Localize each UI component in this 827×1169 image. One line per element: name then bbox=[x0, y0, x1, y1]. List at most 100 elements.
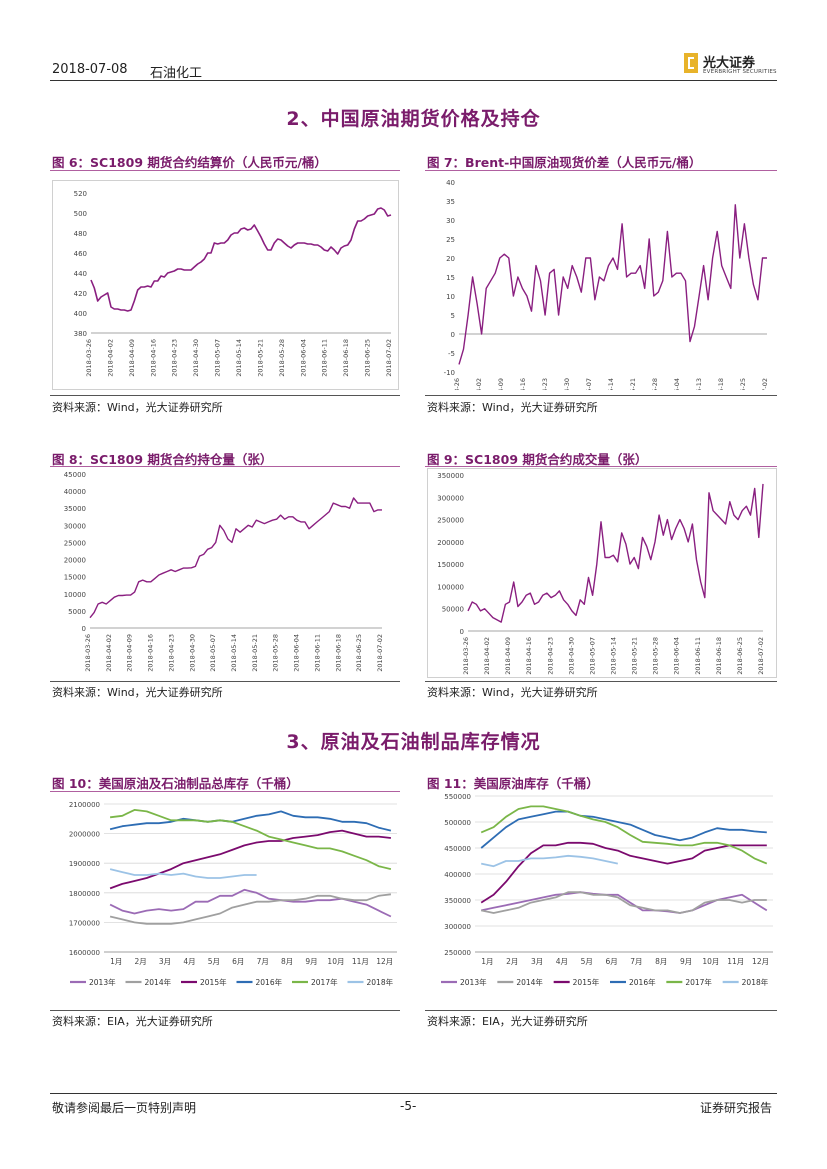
x-tick-label: 2018-04-23 bbox=[171, 339, 179, 377]
y-tick-label: 35000 bbox=[64, 505, 86, 513]
y-tick-label: 5 bbox=[451, 312, 455, 320]
figure-8-source: 资料来源：Wind，光大证券研究所 bbox=[52, 686, 223, 699]
y-tick-label: 2000000 bbox=[69, 831, 100, 839]
legend-label: 2018年 bbox=[367, 977, 394, 987]
x-tick-label: 6月 bbox=[232, 957, 244, 966]
y-tick-label: 1900000 bbox=[69, 860, 100, 868]
figure-7-title: 图 7：Brent-中国原油现货价差（人民币元/桶） bbox=[427, 155, 702, 170]
x-tick-label: 2018-05-07 bbox=[588, 637, 596, 675]
x-tick-label: 2018-07-02 bbox=[761, 378, 769, 390]
x-tick-label: 2018-06-04 bbox=[673, 637, 681, 675]
section-2-title: 2、中国原油期货价格及持仓 bbox=[286, 108, 541, 130]
figure-6-title: 图 6：SC1809 期货合约结算价（人民币元/桶） bbox=[52, 155, 327, 170]
x-tick-label: 11月 bbox=[352, 957, 369, 966]
x-tick-label: 11月 bbox=[727, 957, 744, 966]
x-tick-label: 2018-06-11 bbox=[321, 339, 329, 377]
x-tick-label: 2018-05-21 bbox=[251, 634, 259, 672]
y-tick-label: 25000 bbox=[64, 539, 86, 547]
x-tick-label: 2018-06-18 bbox=[715, 637, 723, 675]
footer-rule bbox=[50, 1093, 777, 1094]
figure-8-title: 图 8：SC1809 期货合约持仓量（张） bbox=[52, 452, 273, 467]
x-tick-label: 10月 bbox=[327, 957, 344, 966]
figure-11-source: 资料来源：EIA，光大证券研究所 bbox=[427, 1015, 588, 1028]
y-tick-label: 420 bbox=[74, 290, 87, 298]
legend-label: 2015年 bbox=[200, 977, 227, 987]
y-tick-label: 480 bbox=[74, 230, 87, 238]
x-tick-label: 2月 bbox=[134, 957, 146, 966]
x-tick-label: 2018-05-28 bbox=[278, 339, 286, 377]
figure-9-source: 资料来源：Wind，光大证券研究所 bbox=[427, 686, 598, 699]
y-tick-label: 550000 bbox=[444, 793, 471, 801]
y-tick-label: 35 bbox=[446, 198, 455, 206]
x-tick-label: 2018-04-02 bbox=[483, 637, 491, 675]
series-line-f11 bbox=[480, 810, 767, 849]
x-tick-label: 2018-05-21 bbox=[629, 378, 637, 390]
y-tick-label: 0 bbox=[82, 625, 86, 633]
x-tick-label: 3月 bbox=[531, 957, 543, 966]
brand-name: 光大证券 bbox=[703, 56, 756, 71]
y-tick-label: 440 bbox=[74, 270, 87, 278]
y-tick-label: 200000 bbox=[437, 539, 464, 547]
y-tick-label: 50000 bbox=[442, 606, 464, 614]
y-tick-label: 30000 bbox=[64, 522, 86, 530]
y-tick-label: 0 bbox=[460, 628, 464, 636]
y-tick-label: 40 bbox=[446, 179, 455, 187]
y-tick-label: 45000 bbox=[64, 471, 86, 479]
series-line-f10 bbox=[109, 808, 392, 870]
legend-label: 2016年 bbox=[629, 977, 656, 987]
x-tick-label: 3月 bbox=[159, 957, 171, 966]
x-tick-label: 9月 bbox=[305, 957, 317, 966]
x-tick-label: 2018-04-02 bbox=[105, 634, 113, 672]
y-tick-label: 20 bbox=[446, 255, 455, 263]
x-tick-label: 10月 bbox=[702, 957, 719, 966]
y-tick-label: 450000 bbox=[444, 845, 471, 853]
y-tick-label: 460 bbox=[74, 250, 87, 258]
x-tick-label: 2018-06-25 bbox=[355, 634, 363, 672]
x-tick-label: 2018-05-28 bbox=[272, 634, 280, 672]
series-line-f10 bbox=[109, 810, 392, 832]
x-tick-label: 2018-06-25 bbox=[736, 637, 744, 675]
x-tick-label: 2018-04-23 bbox=[541, 378, 549, 390]
x-tick-label: 5月 bbox=[581, 957, 593, 966]
figure-9-source-rule bbox=[425, 681, 777, 682]
x-tick-label: 2018-04-23 bbox=[546, 637, 554, 675]
y-tick-label: 25 bbox=[446, 236, 455, 244]
figure-8-chart: 0 5000 10000 15000 20000 25000 30000 35000 40000… bbox=[52, 468, 397, 678]
series-line-f9 bbox=[467, 483, 764, 623]
x-tick-label: 2018-04-16 bbox=[149, 339, 157, 377]
x-tick-label: 2018-04-09 bbox=[126, 634, 134, 672]
report-date: 2018-07-08 bbox=[52, 62, 128, 77]
x-tick-label: 2018-05-14 bbox=[610, 637, 618, 675]
x-tick-label: 2018-04-09 bbox=[504, 637, 512, 675]
series-line-f11 bbox=[480, 841, 767, 904]
legend-label: 2014年 bbox=[516, 977, 543, 987]
x-tick-label: 1月 bbox=[481, 957, 493, 966]
x-tick-label: 2018-06-04 bbox=[299, 339, 307, 377]
y-tick-label: 400 bbox=[74, 310, 87, 318]
series-line-f10 bbox=[109, 868, 257, 879]
x-tick-label: 6月 bbox=[605, 957, 617, 966]
report-category: 石油化工 bbox=[150, 66, 203, 81]
y-tick-label: 15000 bbox=[64, 574, 86, 582]
figure-7-source-rule bbox=[425, 395, 777, 396]
figure-11-chart: 250000 300000 350000 400000 450000 500000 5500… bbox=[425, 790, 777, 996]
footer-disclaimer: 敬请参阅最后一页特别声明 bbox=[52, 1101, 197, 1115]
y-tick-label: 520 bbox=[74, 190, 87, 198]
x-tick-label: 2018-06-13 bbox=[695, 378, 703, 390]
figure-11-source-rule bbox=[425, 1010, 777, 1011]
x-tick-label: 2018-04-30 bbox=[567, 637, 575, 675]
x-tick-label: 2018-03-26 bbox=[453, 378, 461, 390]
footer-page-number: -5- bbox=[400, 1099, 417, 1113]
x-tick-label: 2018-05-14 bbox=[230, 634, 238, 672]
x-tick-label: 2018-04-09 bbox=[128, 339, 136, 377]
x-tick-label: 2018-05-21 bbox=[256, 339, 264, 377]
figure-6-title-rule bbox=[50, 170, 400, 171]
x-tick-label: 2018-03-26 bbox=[462, 637, 470, 675]
legend-label: 2016年 bbox=[256, 977, 283, 987]
y-tick-label: 350000 bbox=[444, 897, 471, 905]
y-tick-label: 15 bbox=[446, 274, 455, 282]
y-tick-label: 150000 bbox=[437, 561, 464, 569]
y-tick-label: 380 bbox=[74, 330, 87, 338]
x-tick-label: 2018-07-02 bbox=[385, 339, 393, 377]
x-tick-label: 2018-05-07 bbox=[585, 378, 593, 390]
